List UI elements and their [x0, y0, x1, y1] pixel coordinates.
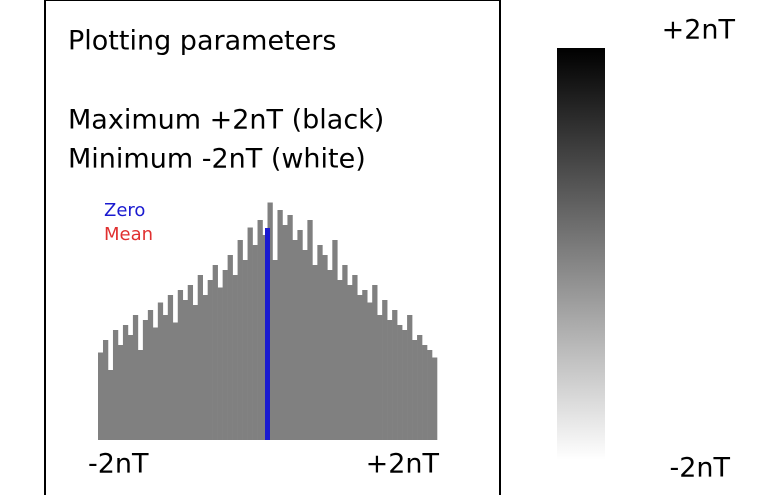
histogram-bar [422, 345, 428, 440]
histogram-bar [237, 240, 243, 440]
histogram-bar [287, 215, 293, 440]
histogram-bar [392, 310, 398, 440]
histogram-bar [222, 270, 228, 440]
histogram-bar [157, 302, 164, 440]
histogram-bar [162, 315, 169, 440]
histogram-bar [327, 270, 333, 440]
colorbar [557, 48, 605, 460]
histogram-bar [102, 340, 109, 440]
histogram-bar [302, 250, 308, 440]
histogram-bar [142, 320, 149, 440]
histogram-bar [347, 285, 353, 440]
histogram-bar [407, 315, 413, 440]
histogram-bar [257, 220, 263, 440]
histogram-bar [317, 245, 323, 440]
histogram-bar [127, 335, 134, 440]
histogram-bar [312, 265, 318, 440]
histogram-bar [427, 350, 433, 440]
histogram-bar [192, 305, 199, 440]
histogram-bar [352, 275, 358, 440]
histogram-bar [412, 340, 418, 440]
histogram-bar [212, 265, 218, 440]
histogram-bar [217, 287, 223, 440]
histogram-bar [417, 335, 423, 440]
histogram-bar [342, 265, 348, 440]
x-tick-label: -2nT [88, 449, 149, 480]
histogram-bar [112, 330, 119, 440]
histogram-bar [322, 255, 328, 440]
title: Plotting parameters [68, 26, 336, 57]
histogram-bar [167, 295, 174, 440]
colorbar-max: +2nT [662, 15, 736, 46]
histogram-bar [117, 345, 124, 440]
legend-label: Mean [104, 224, 153, 245]
histogram-bar [98, 352, 104, 440]
colorbar-min: -2nT [669, 453, 730, 484]
histogram-bar [232, 275, 238, 440]
histogram-bar [152, 327, 159, 440]
histogram-bar [122, 325, 129, 440]
histogram-bar [292, 240, 298, 440]
histogram-bar [277, 210, 283, 440]
histogram-bar [297, 230, 303, 440]
histogram-bar [267, 202, 273, 440]
histogram-bar [272, 260, 278, 440]
histogram-bar [307, 220, 313, 440]
histogram-bar [227, 255, 233, 440]
histogram-bar [357, 295, 363, 440]
histogram-bar [367, 302, 373, 440]
histogram-bar [172, 322, 179, 440]
histogram-bar [252, 245, 258, 440]
histogram-bar [187, 285, 194, 440]
histogram-bar [147, 310, 154, 440]
histogram-bar [402, 330, 408, 440]
histogram-bar [207, 280, 213, 440]
histogram-bar [197, 275, 203, 440]
histogram-bar [242, 260, 248, 440]
parameter: Maximum +2nT (black) [68, 105, 384, 136]
x-tick-label: +2nT [366, 449, 440, 480]
histogram-bar [282, 225, 288, 440]
histogram-bar [202, 295, 208, 440]
histogram-bar [397, 325, 403, 440]
histogram: Zero Mean -2nT +2nT [88, 200, 440, 480]
histogram-bar [332, 240, 338, 440]
histogram-bar [382, 300, 388, 440]
histogram-bar [132, 315, 139, 440]
histogram-bar [337, 280, 343, 440]
histogram-bar [247, 227, 253, 440]
histogram-bar [362, 290, 368, 440]
histogram-bar [182, 300, 189, 440]
histogram-bar [137, 350, 144, 440]
histogram-bar [107, 370, 114, 440]
histogram-bar [387, 320, 393, 440]
histogram-bar [177, 290, 184, 440]
legend-label: Zero [104, 200, 145, 221]
histogram-bar [377, 315, 383, 440]
histogram-bar [372, 285, 378, 440]
parameter: Minimum -2nT (white) [68, 144, 366, 175]
histogram-bar [432, 357, 438, 440]
